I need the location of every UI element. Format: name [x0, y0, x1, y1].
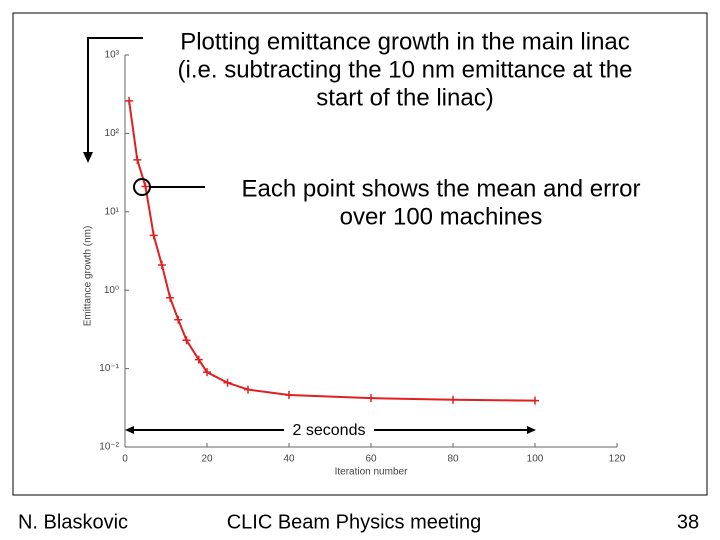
annotation-arrow: [87, 37, 143, 155]
data-point: [203, 368, 211, 377]
y-tick-label: 10⁰: [104, 285, 119, 296]
x-axis-label: Iteration number: [335, 467, 408, 478]
x-tick-label: 120: [609, 454, 626, 465]
data-point: [449, 395, 457, 404]
data-point: [141, 182, 150, 191]
data-line: [128, 100, 536, 402]
y-tick-label: 10⁻²: [99, 442, 119, 453]
arrow-head: [83, 152, 93, 163]
data-point: [531, 396, 539, 405]
data-point: [244, 385, 252, 394]
span-label: 2 seconds: [293, 422, 366, 439]
y-tick-label: 10³: [105, 50, 120, 61]
data-point: [166, 293, 175, 302]
data-point: [182, 336, 191, 345]
annotation: Plotting emittance growth in the main li…: [180, 28, 630, 55]
slide-border: [12, 12, 708, 496]
x-tick-label: 100: [527, 454, 544, 465]
data-point: [194, 355, 203, 364]
footer-author: N. Blaskovic: [18, 511, 128, 533]
x-tick-label: 0: [122, 454, 128, 465]
arrow-head: [527, 426, 536, 434]
y-tick-label: 10²: [105, 128, 120, 139]
footer-page: 38: [677, 511, 699, 533]
x-tick-label: 80: [447, 454, 459, 465]
plot: 10⁻² 10⁻¹ 10⁰ 10¹ 10² 10³ 0 20 40 60 80 100 120 Itera…: [83, 50, 626, 478]
data-point: [157, 260, 166, 269]
callout-text: over 100 machines: [340, 203, 543, 230]
data-point: [367, 394, 375, 403]
arrow-head: [125, 426, 134, 434]
data-point: [133, 155, 142, 164]
y-axis-label: Emittance growth (nm): [83, 226, 94, 327]
data-point: [125, 96, 134, 105]
annotation: (i.e. subtracting the 10 nm emittance at…: [178, 56, 633, 83]
data-point: [174, 315, 183, 324]
x-tick-label: 60: [365, 454, 377, 465]
y-tick-label: 10¹: [105, 206, 120, 217]
annotation: start of the linac): [316, 84, 493, 111]
x-tick-label: 20: [201, 454, 213, 465]
data-point: [285, 391, 293, 400]
x-tick-label: 40: [283, 454, 295, 465]
data-point: [223, 378, 232, 387]
callout-text: Each point shows the mean and error: [242, 175, 641, 202]
y-tick-label: 10⁻¹: [99, 363, 119, 374]
footer-meeting: CLIC Beam Physics meeting: [227, 511, 482, 533]
data-point: [149, 231, 158, 240]
